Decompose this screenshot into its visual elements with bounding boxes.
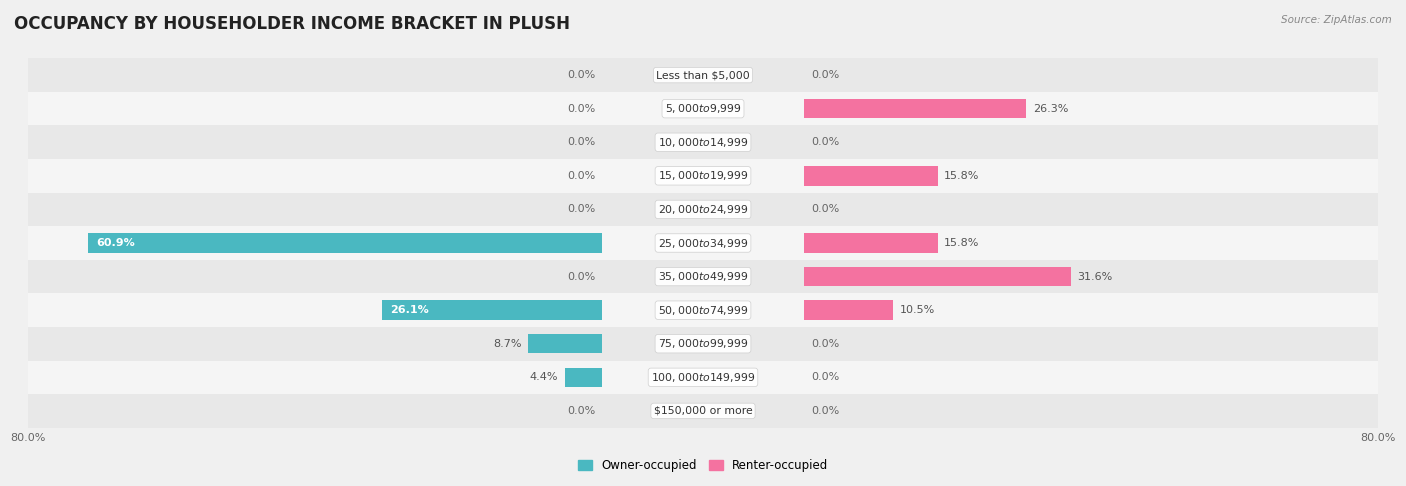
Text: $20,000 to $24,999: $20,000 to $24,999 — [658, 203, 748, 216]
Text: 0.0%: 0.0% — [567, 205, 595, 214]
Text: $50,000 to $74,999: $50,000 to $74,999 — [658, 304, 748, 317]
Text: 8.7%: 8.7% — [494, 339, 522, 349]
Text: $25,000 to $34,999: $25,000 to $34,999 — [658, 237, 748, 249]
Text: 26.3%: 26.3% — [1033, 104, 1069, 114]
Text: $35,000 to $49,999: $35,000 to $49,999 — [658, 270, 748, 283]
Text: Source: ZipAtlas.com: Source: ZipAtlas.com — [1281, 15, 1392, 25]
Text: 0.0%: 0.0% — [567, 406, 595, 416]
Text: 0.0%: 0.0% — [567, 104, 595, 114]
Bar — [565, 367, 602, 387]
Text: OCCUPANCY BY HOUSEHOLDER INCOME BRACKET IN PLUSH: OCCUPANCY BY HOUSEHOLDER INCOME BRACKET … — [14, 15, 569, 33]
Text: $150,000 or more: $150,000 or more — [654, 406, 752, 416]
Bar — [529, 334, 602, 353]
Text: 60.9%: 60.9% — [97, 238, 135, 248]
Bar — [28, 394, 1378, 428]
Bar — [804, 233, 938, 253]
Legend: Owner-occupied, Renter-occupied: Owner-occupied, Renter-occupied — [572, 455, 834, 477]
Text: 0.0%: 0.0% — [811, 205, 839, 214]
Text: 0.0%: 0.0% — [567, 171, 595, 181]
Bar — [28, 327, 1378, 361]
Text: 15.8%: 15.8% — [945, 238, 980, 248]
Bar — [804, 300, 893, 320]
Text: 0.0%: 0.0% — [567, 272, 595, 281]
Text: 0.0%: 0.0% — [567, 137, 595, 147]
Text: 0.0%: 0.0% — [811, 70, 839, 80]
Text: $15,000 to $19,999: $15,000 to $19,999 — [658, 169, 748, 182]
Text: 0.0%: 0.0% — [811, 406, 839, 416]
Text: 10.5%: 10.5% — [900, 305, 935, 315]
Bar — [804, 166, 938, 186]
Text: 26.1%: 26.1% — [389, 305, 429, 315]
Text: $5,000 to $9,999: $5,000 to $9,999 — [665, 102, 741, 115]
Text: 0.0%: 0.0% — [811, 372, 839, 382]
Bar — [28, 159, 1378, 192]
Text: 31.6%: 31.6% — [1077, 272, 1112, 281]
Bar — [804, 99, 1026, 119]
Text: 0.0%: 0.0% — [811, 339, 839, 349]
Text: $75,000 to $99,999: $75,000 to $99,999 — [658, 337, 748, 350]
Bar — [28, 226, 1378, 260]
Text: $100,000 to $149,999: $100,000 to $149,999 — [651, 371, 755, 384]
Text: 0.0%: 0.0% — [811, 137, 839, 147]
Text: Less than $5,000: Less than $5,000 — [657, 70, 749, 80]
Bar — [28, 294, 1378, 327]
Text: $10,000 to $14,999: $10,000 to $14,999 — [658, 136, 748, 149]
Bar — [89, 233, 602, 253]
Bar — [804, 267, 1071, 286]
Bar — [28, 361, 1378, 394]
Text: 0.0%: 0.0% — [567, 70, 595, 80]
Text: 4.4%: 4.4% — [530, 372, 558, 382]
Bar — [381, 300, 602, 320]
Bar — [28, 92, 1378, 125]
Bar — [28, 58, 1378, 92]
Bar — [28, 260, 1378, 294]
Bar — [28, 125, 1378, 159]
Text: 15.8%: 15.8% — [945, 171, 980, 181]
Bar — [28, 192, 1378, 226]
